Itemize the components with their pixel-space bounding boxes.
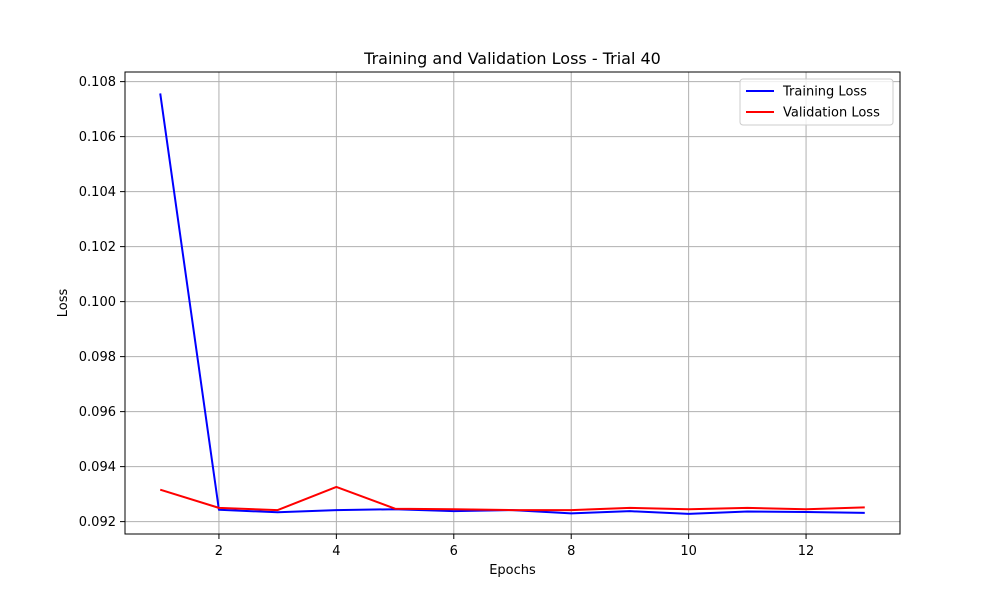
legend: Training Loss Validation Loss bbox=[739, 78, 894, 126]
y-tick-label: 0.100 bbox=[79, 295, 116, 310]
y-tick-label: 0.106 bbox=[79, 130, 116, 145]
x-axis: 2 4 6 8 10 12 bbox=[215, 534, 815, 559]
x-tick-label: 6 bbox=[450, 544, 458, 559]
y-tick-label: 0.102 bbox=[79, 240, 116, 255]
y-tick-label: 0.092 bbox=[79, 515, 116, 530]
y-axis: 0.092 0.094 0.096 0.098 0.100 0.102 0.104 0.106… bbox=[79, 75, 125, 530]
y-tick-label: 0.098 bbox=[79, 350, 116, 365]
x-tick-label: 8 bbox=[567, 544, 575, 559]
series-layer bbox=[159, 93, 865, 515]
x-tick-label: 10 bbox=[680, 544, 697, 559]
y-tick-label: 0.094 bbox=[79, 460, 116, 475]
grid bbox=[125, 72, 900, 534]
y-axis-label: Loss bbox=[56, 289, 71, 318]
series-line-validation-loss bbox=[159, 485, 865, 512]
x-tick-label: 12 bbox=[798, 544, 815, 559]
plot-area bbox=[124, 71, 901, 535]
x-axis-label: Epochs bbox=[489, 563, 536, 578]
legend-label-training-loss: Training Loss bbox=[782, 85, 867, 100]
x-tick-label: 4 bbox=[332, 544, 340, 559]
legend-box bbox=[739, 78, 894, 126]
chart-title: Training and Validation Loss - Trial 40 bbox=[363, 49, 661, 68]
y-tick-label: 0.108 bbox=[79, 75, 116, 90]
x-tick-label: 2 bbox=[215, 544, 223, 559]
legend-label-validation-loss: Validation Loss bbox=[783, 106, 880, 121]
plot-frame bbox=[124, 71, 901, 535]
y-tick-label: 0.096 bbox=[79, 405, 116, 420]
y-tick-label: 0.104 bbox=[79, 185, 116, 200]
